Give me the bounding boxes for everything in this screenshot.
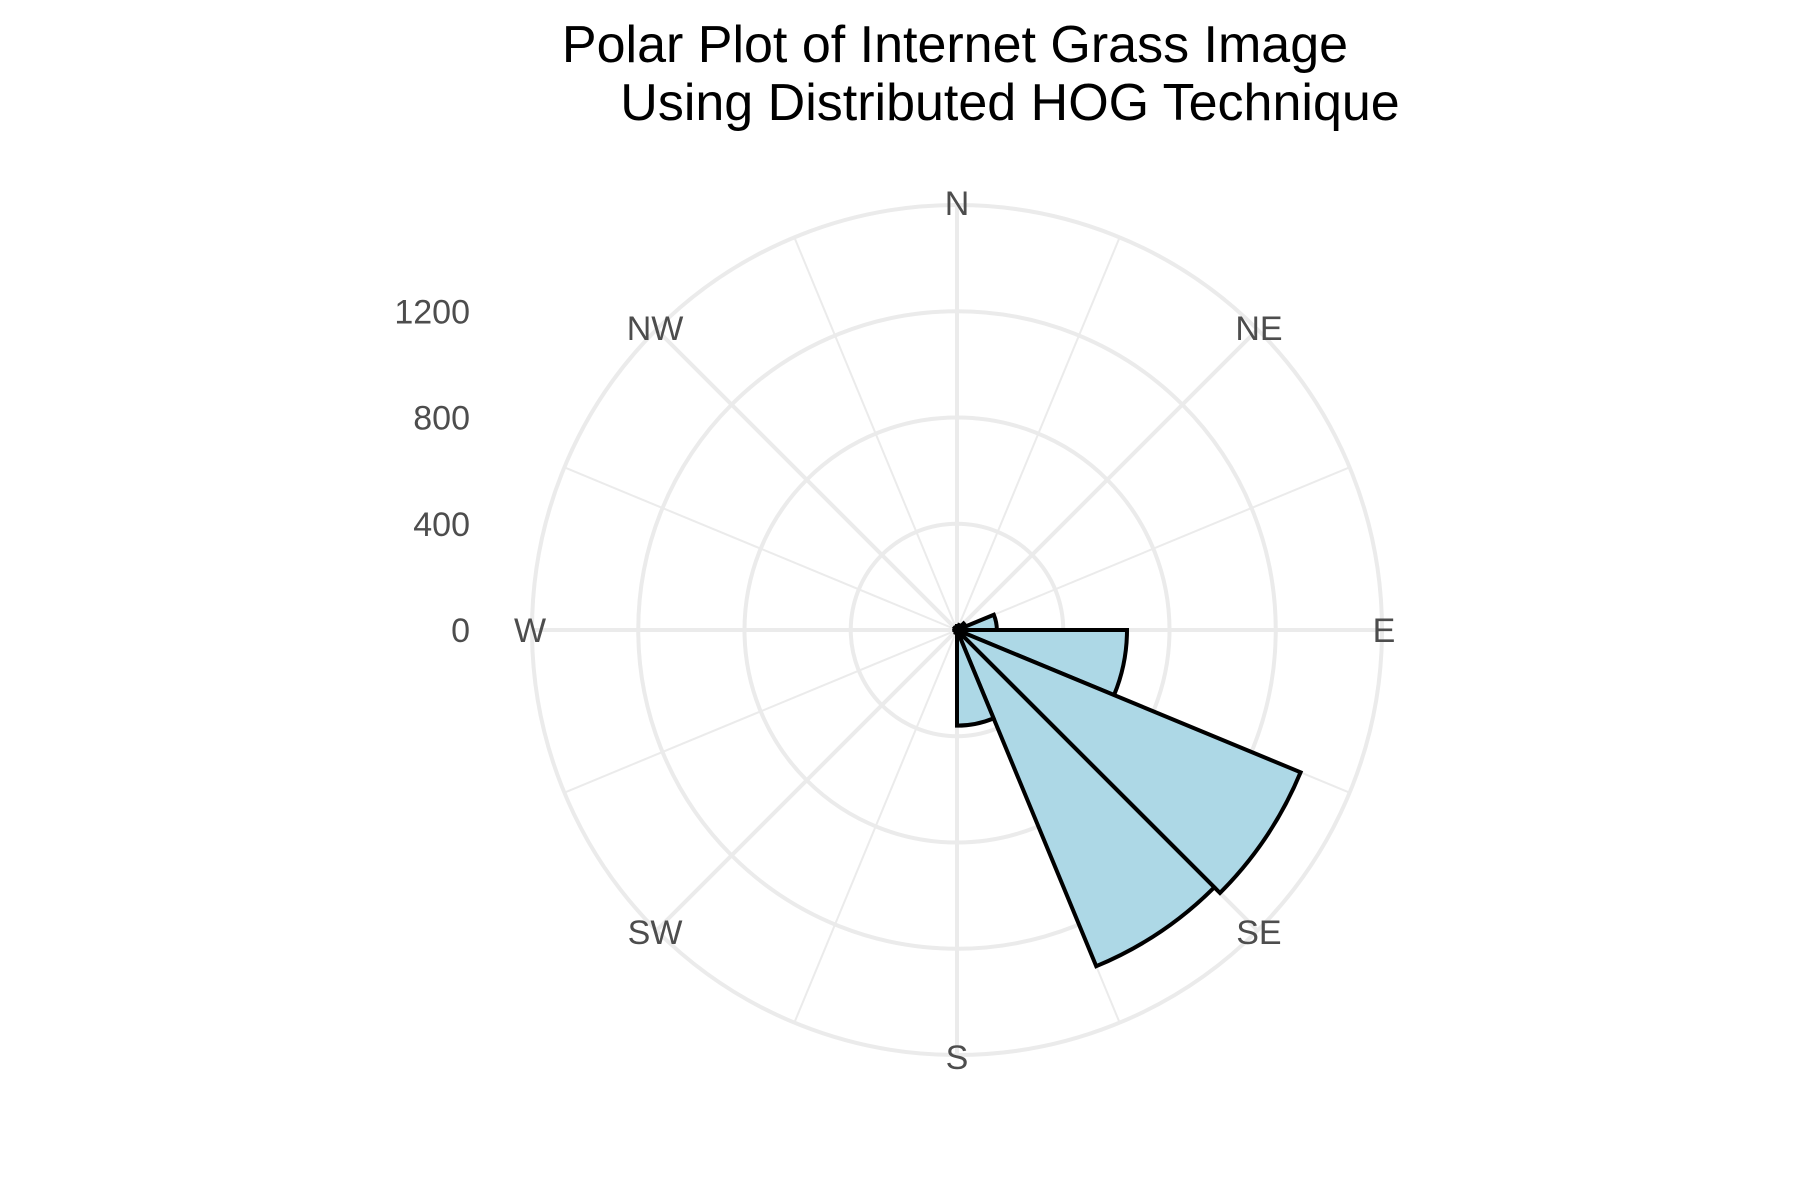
radial-tick-label: 400 xyxy=(413,506,470,544)
direction-label-s: S xyxy=(946,1039,969,1077)
chart-title-line-1: Polar Plot of Internet Grass Image xyxy=(562,16,1348,74)
direction-label-w: W xyxy=(514,612,546,650)
direction-label-e: E xyxy=(1373,612,1396,650)
radial-tick-label: 1200 xyxy=(394,293,470,331)
grid-spoke xyxy=(956,236,1121,631)
radial-tick-label: 800 xyxy=(413,400,470,438)
polar-bars xyxy=(951,612,1304,969)
grid-spoke xyxy=(793,629,958,1024)
radial-tick-label: 0 xyxy=(451,612,470,650)
grid-spoke xyxy=(793,236,958,631)
grid-spoke xyxy=(563,466,958,631)
chart-title-line-2: Using Distributed HOG Technique xyxy=(620,74,1399,132)
grid-spoke xyxy=(563,629,958,794)
grid-spoke xyxy=(655,628,959,932)
direction-label-ne: NE xyxy=(1235,310,1282,348)
direction-label-se: SE xyxy=(1236,914,1281,952)
bar-wedge xyxy=(955,629,997,728)
direction-label-n: N xyxy=(945,185,970,223)
direction-label-nw: NW xyxy=(627,310,684,348)
direction-labels: N NE E SE S SW W NW xyxy=(514,185,1395,1077)
bar-wedge xyxy=(955,628,1218,969)
bar-wedge xyxy=(955,628,1304,896)
grid-spoke xyxy=(955,328,1259,632)
direction-label-sw: SW xyxy=(628,914,683,952)
bar-wedge xyxy=(953,624,959,631)
radial-tick-labels: 0 400 800 1200 xyxy=(394,293,470,650)
grid-spoke xyxy=(956,466,1351,631)
grid-spoke xyxy=(655,328,959,632)
chart-title: Polar Plot of Internet Grass Image Using… xyxy=(562,16,1400,132)
